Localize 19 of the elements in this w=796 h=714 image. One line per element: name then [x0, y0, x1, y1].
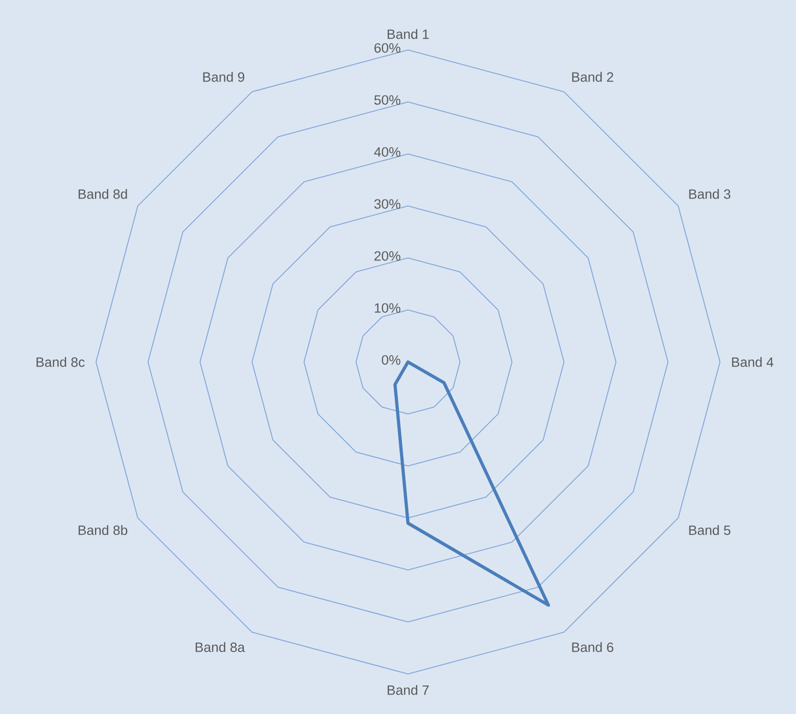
spoke-label: Band 2 [572, 72, 614, 82]
spoke-label: Band 8c [36, 357, 85, 367]
y-tick-label: 50% [374, 95, 400, 105]
y-tick-label: 60% [374, 43, 400, 53]
spoke-label: Band 1 [388, 29, 429, 39]
y-tick-label: 20% [374, 251, 400, 261]
y-tick-label: 10% [374, 303, 400, 313]
spoke-label: Band 9 [203, 72, 244, 82]
spoke-label: Band 3 [689, 188, 730, 199]
spoke-label: Band 4 [732, 357, 774, 367]
spoke-label: Band 8a [196, 642, 245, 652]
y-tick-label: 30% [374, 199, 400, 209]
spoke-label: Band 8d [78, 188, 127, 199]
spoke-label: Band 7 [388, 684, 429, 695]
spoke-label: Band 8b [78, 525, 128, 535]
spoke-label: Band 5 [689, 525, 730, 535]
y-tick-label: 40% [374, 147, 400, 157]
spoke-label: Band 6 [572, 642, 614, 652]
y-tick-label: 0% [382, 355, 400, 365]
